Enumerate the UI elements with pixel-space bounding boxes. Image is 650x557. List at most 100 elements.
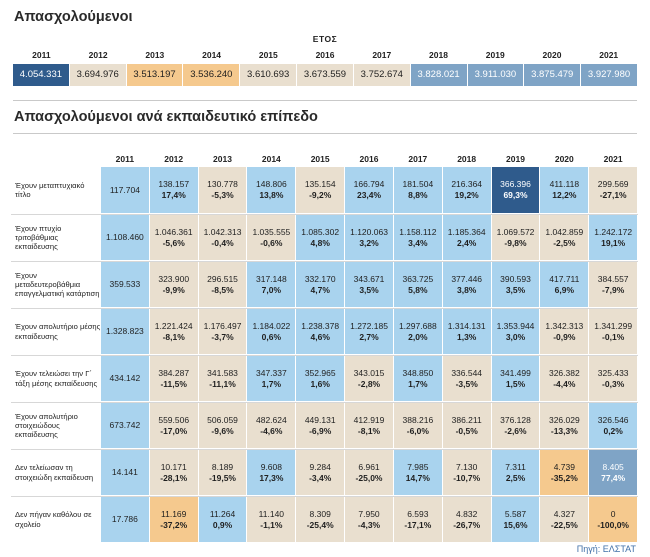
data-cell: 326.546 0,2% (589, 403, 638, 448)
data-cell: 1.035.555 -0,6% (247, 215, 296, 260)
cell-change-percent: -17,1% (404, 519, 432, 530)
data-cell: 341.583 -11,1% (198, 356, 247, 401)
data-cell: 1.185.364 2,4% (442, 215, 491, 260)
data-cell: 359.533 (100, 262, 149, 307)
cell-value: 390.593 (500, 273, 531, 284)
main-year-label: 2016 (359, 154, 379, 164)
table-row: Έχουν μεταπτυχιακό τίτλο 117.704 138.157 17… (11, 167, 638, 213)
data-cell: 130.778 -5,3% (198, 167, 247, 213)
data-cell: 326.382 -4,4% (540, 356, 589, 401)
data-cell: 1.328.823 (100, 309, 149, 354)
data-cell: 299.569 -27,1% (589, 167, 638, 213)
data-cell: 434.142 (100, 356, 149, 401)
cell-change-percent: 3,0% (505, 331, 526, 342)
data-cell: 7.130 -10,7% (442, 450, 491, 495)
data-cell: 323.900 -9,9% (149, 262, 198, 307)
cell-value: 1.314.131 (447, 320, 486, 331)
top-year-label: 2021 (599, 50, 619, 60)
top-year-label: 2011 (32, 50, 51, 60)
table-row: Έχουν τελειώσει την Γ΄ τάξη μέσης εκπαίδ… (11, 355, 638, 401)
cell-value: 1.242.172 (594, 226, 633, 237)
data-cell: 1.297.688 2,0% (393, 309, 442, 354)
cell-change-percent: 1,5% (505, 378, 526, 389)
cell-change-percent: -5,3% (211, 190, 234, 200)
cell-change-percent: -1,1% (260, 519, 283, 530)
top-value-cell: 3.673.559 (297, 64, 353, 86)
cell-change-percent: 12,2% (552, 190, 577, 200)
data-cell: 506.059 -9,6% (198, 403, 247, 448)
cell-change-percent: -4,4% (553, 378, 576, 389)
section-divider (13, 133, 637, 134)
cell-change-percent: -6,0% (406, 425, 429, 436)
data-cell: 449.131 -6,9% (296, 403, 345, 448)
data-cell: 181.504 8,8% (393, 167, 442, 213)
table-row: Δεν τελείωσαν τη στοιχειώδη εκπαίδευση 14… (11, 449, 638, 495)
data-cell: 8.405 77,4% (589, 450, 638, 495)
cell-value: 1.184.022 (252, 320, 291, 331)
data-cell: 1.342.313 -0,9% (540, 309, 589, 354)
top-value-cell: 3.513.197 (126, 64, 183, 86)
cell-value: 384.287 (158, 367, 190, 378)
data-cell: 1.221.424 -8,1% (149, 309, 198, 354)
top-value-cell: 4.054.331 (13, 64, 69, 86)
row-label: Έχουν μεταδευτεροβάθμια επαγγελματική κα… (15, 270, 100, 299)
cell-change-percent: 77,4% (601, 472, 626, 483)
cell-change-percent: 3,8% (456, 284, 477, 295)
cell-value: 0 (610, 508, 616, 519)
cell-value: 506.059 (207, 414, 238, 425)
data-cell: 17.786 (100, 497, 149, 542)
cell-change-percent: -13,3% (550, 425, 578, 436)
top-chart-title: Απασχολούμενοι (14, 9, 133, 25)
data-cell: 9.608 17,3% (247, 450, 296, 495)
data-cell: 1.242.172 19,1% (589, 215, 638, 260)
etos-header: ΕΤΟΣ (312, 34, 338, 44)
cell-change-percent: 1,7% (261, 378, 282, 389)
main-year-label: 2011 (115, 154, 135, 164)
data-cell: 6.961 -25,0% (345, 450, 393, 495)
cell-change-percent: -2,8% (357, 378, 381, 389)
data-cell: 4.327 -22,5% (540, 497, 589, 542)
data-cell: 317.148 7,0% (247, 262, 296, 307)
cell-change-percent: -28,1% (160, 472, 188, 483)
cell-value: 1.272.185 (350, 320, 388, 331)
cell-change-percent: -26,7% (453, 519, 481, 530)
cell-value: 388.216 (402, 414, 434, 425)
cell-change-percent: -0,1% (602, 331, 625, 342)
cell-change-percent: 3,5% (505, 284, 526, 295)
cell-value: 181.504 (402, 179, 434, 189)
data-cell: 216.364 19,2% (442, 167, 491, 213)
cell-value: 4.327 (553, 508, 575, 519)
cell-value: 1.342.313 (545, 320, 584, 331)
cell-change-percent: -9,6% (211, 425, 234, 436)
data-cell: 343.671 3,5% (345, 262, 393, 307)
cell-change-percent: 14,7% (405, 472, 430, 483)
source-note: Πηγή: ΕΛΣΤΑΤ (576, 544, 636, 554)
main-year-label: 2013 (213, 154, 232, 164)
cell-change-percent: 8,8% (408, 190, 428, 200)
main-year-label: 2018 (457, 154, 477, 164)
data-cell: 166.794 23,4% (345, 167, 393, 213)
cell-value: 366.396 (500, 179, 531, 189)
main-year-label: 2014 (261, 154, 281, 164)
cell-value: 11.140 (258, 508, 285, 519)
data-cell: 14.141 (100, 450, 149, 495)
cell-value: 341.499 (500, 367, 531, 378)
cell-value: 1.185.364 (447, 226, 486, 237)
cell-change-percent: 2,5% (505, 472, 526, 483)
cell-change-percent: 17,3% (259, 472, 284, 483)
cell-change-percent: -27,1% (599, 190, 627, 200)
cell-change-percent: 1,6% (310, 378, 330, 389)
main-year-label: 2021 (603, 154, 623, 164)
cell-change-percent: -2,5% (553, 237, 576, 248)
cell-change-percent: 17,4% (161, 190, 186, 200)
total-employed-table: 2011 2012 2013 2014 2015 2016 2017 2018 2019 2020… (13, 47, 637, 86)
cell-change-percent: 7,0% (261, 284, 282, 295)
data-cell: 363.725 5,8% (393, 262, 442, 307)
data-cell: 9.284 -3,4% (296, 450, 345, 495)
cell-value: 417.711 (549, 273, 580, 284)
cell-change-percent: 0,6% (261, 331, 282, 342)
data-cell: 1.353.944 3,0% (491, 309, 540, 354)
data-cell: 11.140 -1,1% (247, 497, 296, 542)
cell-value: 138.157 (158, 179, 190, 189)
cell-value: 449.131 (304, 414, 336, 425)
